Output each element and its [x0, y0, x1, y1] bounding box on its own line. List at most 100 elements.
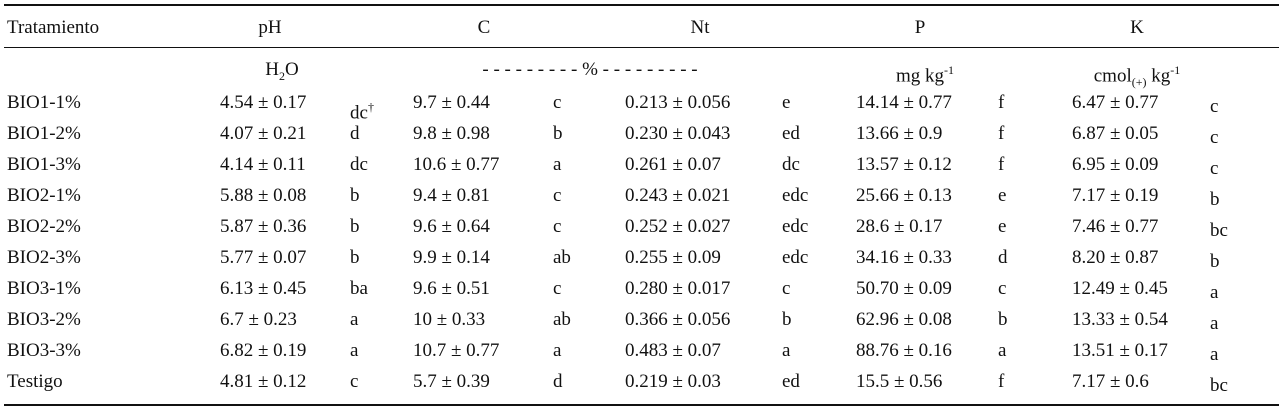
cell-letter: b	[1210, 251, 1220, 273]
row-label: BIO1-3%	[7, 154, 81, 175]
letter-text: dc	[350, 102, 368, 124]
letter-text: edc	[782, 247, 809, 268]
cell-letter: b	[1210, 189, 1220, 211]
cell-value: 0.483 ± 0.07	[625, 340, 721, 361]
cell-value: 6.47 ± 0.77	[1072, 92, 1159, 113]
cell-letter: ab	[553, 309, 571, 331]
cell-value: 0.243 ± 0.021	[625, 185, 731, 206]
top-rule	[4, 4, 1279, 6]
cell-letter: dc	[350, 154, 368, 176]
unit-label: cmol(+) kg-1	[1094, 59, 1181, 93]
letter-text: a	[782, 340, 791, 361]
cell-letter: f	[998, 154, 1004, 176]
cell-value: 10.7 ± 0.77	[413, 340, 500, 361]
cell-letter: a	[1210, 344, 1218, 366]
cell-letter: a	[998, 340, 1006, 362]
letter-text: a	[1210, 313, 1219, 334]
cell-letter: c	[998, 278, 1006, 300]
cell-value: 9.9 ± 0.14	[413, 247, 490, 268]
cell-letter: a	[553, 340, 561, 362]
cell-value: 9.7 ± 0.44	[413, 92, 490, 113]
cell-letter: f	[998, 123, 1004, 145]
cell-letter: e	[782, 92, 790, 114]
letter-text: c	[553, 278, 562, 299]
row-label: BIO3-3%	[7, 340, 81, 361]
letter-text: edc	[782, 185, 809, 206]
unit-superscript: -1	[944, 63, 955, 77]
cell-value: 13.57 ± 0.12	[856, 154, 952, 175]
cell-letter: c	[1210, 127, 1218, 149]
cell-letter: edc	[782, 216, 808, 238]
cell-letter: a	[350, 340, 358, 362]
letter-text: a	[553, 154, 562, 175]
letter-text: b	[998, 309, 1008, 330]
letter-text: bc	[1210, 220, 1228, 241]
cell-letter: c	[553, 185, 561, 207]
letter-text: e	[998, 185, 1007, 206]
letter-text: a	[1210, 344, 1219, 365]
letter-text: d	[553, 371, 563, 392]
letter-text: e	[998, 216, 1007, 237]
cell-value: 62.96 ± 0.08	[856, 309, 952, 330]
cell-letter: c	[553, 92, 561, 114]
column-header: pH	[258, 17, 282, 38]
letter-text: c	[1210, 96, 1219, 117]
cell-letter: dc	[782, 154, 800, 176]
letter-text: dc	[782, 154, 800, 175]
letter-text: a	[998, 340, 1007, 361]
letter-text: f	[998, 123, 1005, 144]
cell-value: 34.16 ± 0.33	[856, 247, 952, 268]
letter-text: d	[998, 247, 1008, 268]
letter-text: f	[998, 92, 1005, 113]
cell-value: 0.255 ± 0.09	[625, 247, 721, 268]
cell-letter: c	[1210, 158, 1218, 180]
cell-value: 10.6 ± 0.77	[413, 154, 500, 175]
cell-letter: c	[1210, 96, 1218, 118]
letter-text: b	[350, 216, 360, 237]
letter-text: dc	[350, 154, 368, 175]
letter-text: e	[782, 92, 791, 113]
letter-text: b	[553, 123, 563, 144]
cell-letter: a	[553, 154, 561, 176]
cell-letter: c	[553, 216, 561, 238]
cell-letter: d	[998, 247, 1008, 269]
cell-value: 0.252 ± 0.027	[625, 216, 731, 237]
cell-letter: b	[350, 247, 360, 269]
cell-value: 13.66 ± 0.9	[856, 123, 943, 144]
cell-value: 14.14 ± 0.77	[856, 92, 952, 113]
cell-value: 5.87 ± 0.36	[220, 216, 307, 237]
column-header: P	[914, 17, 926, 38]
cell-value: 6.13 ± 0.45	[220, 278, 307, 299]
row-label: BIO3-2%	[7, 309, 81, 330]
letter-text: ed	[782, 123, 800, 144]
unit-label: - - - - - - - - - % - - - - - - - - -	[482, 59, 697, 81]
cell-value: 9.6 ± 0.51	[413, 278, 490, 299]
cell-value: 7.46 ± 0.77	[1072, 216, 1159, 237]
cell-letter: edc	[782, 185, 808, 207]
letter-text: b	[350, 185, 360, 206]
row-label: BIO2-2%	[7, 216, 81, 237]
letter-text: b	[1210, 251, 1220, 272]
cell-value: 6.82 ± 0.19	[220, 340, 307, 361]
letter-text: a	[350, 309, 359, 330]
letter-text: ab	[553, 247, 571, 268]
header-rule	[4, 47, 1279, 48]
cell-value: 9.6 ± 0.64	[413, 216, 490, 237]
cell-letter: a	[1210, 282, 1218, 304]
unit-text: mg kg	[895, 65, 945, 87]
cell-value: 10 ± 0.33	[413, 309, 486, 330]
row-label: BIO2-1%	[7, 185, 81, 206]
cell-value: 5.77 ± 0.07	[220, 247, 307, 268]
letter-text: b	[782, 309, 792, 330]
cell-letter: ed	[782, 371, 800, 393]
letter-text: a	[350, 340, 359, 361]
cell-value: 0.213 ± 0.056	[625, 92, 731, 113]
letter-text: b	[350, 247, 360, 268]
cell-value: 0.261 ± 0.07	[625, 154, 721, 175]
row-label: BIO3-1%	[7, 278, 81, 299]
cell-value: 6.87 ± 0.05	[1072, 123, 1159, 144]
row-label: Testigo	[7, 371, 63, 392]
letter-text: b	[1210, 189, 1220, 210]
row-label: BIO1-2%	[7, 123, 81, 144]
